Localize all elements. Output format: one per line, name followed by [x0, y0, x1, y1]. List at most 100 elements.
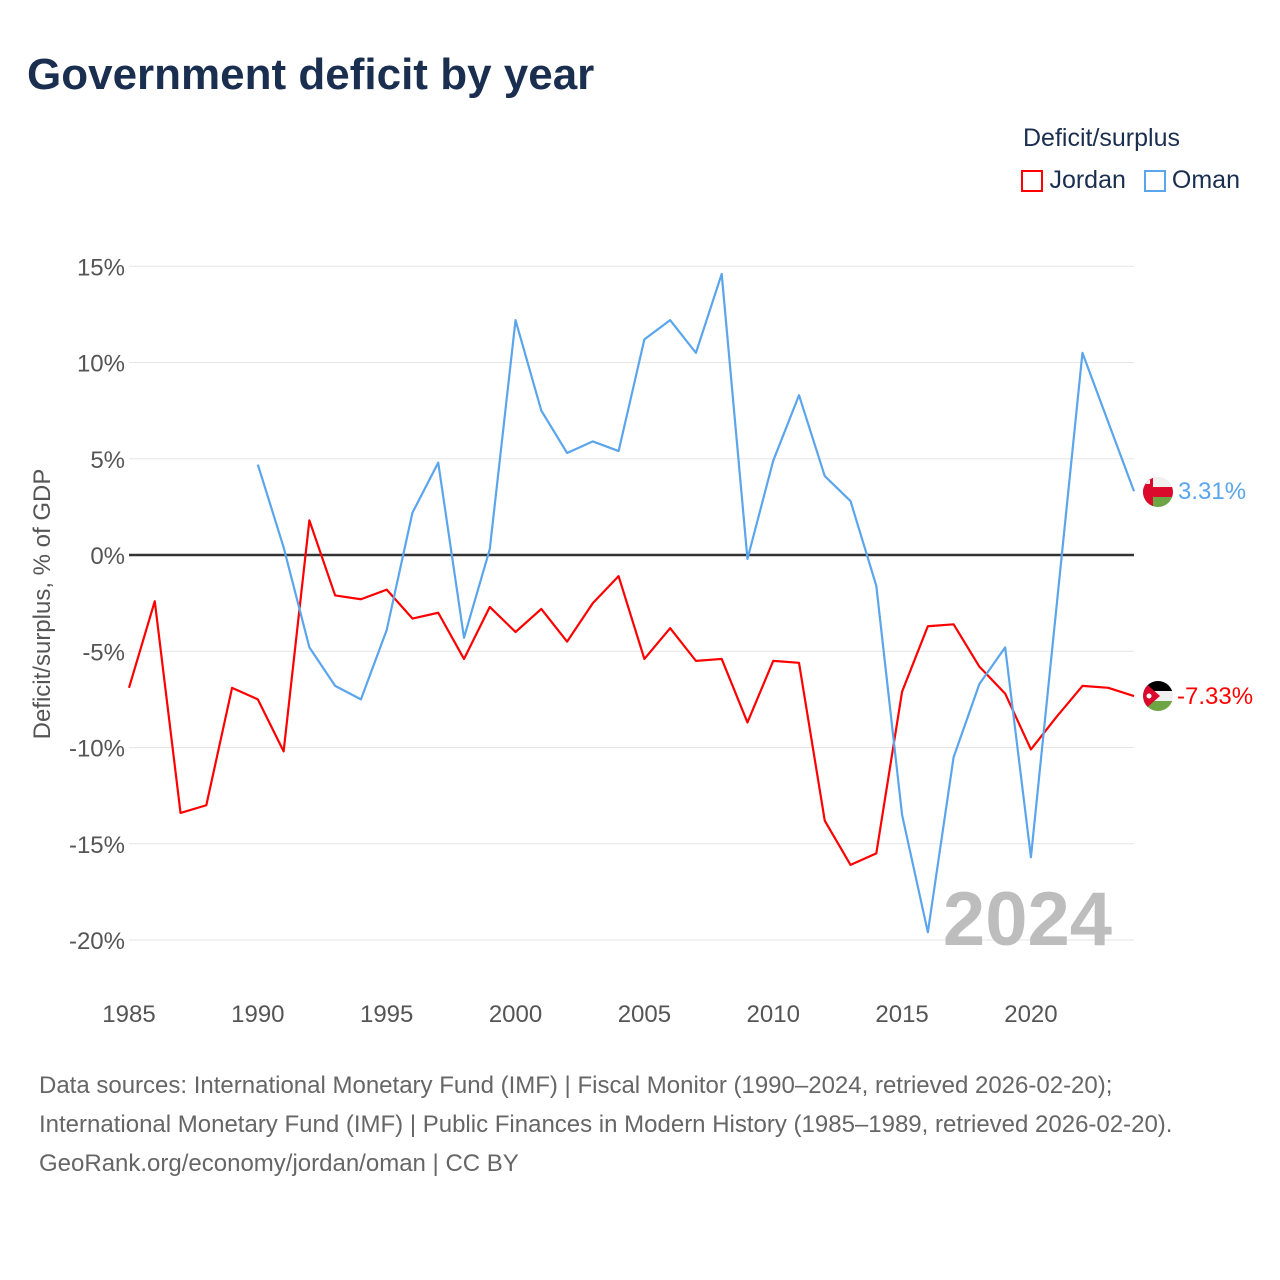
y-tick-label: -5% [82, 639, 125, 666]
data-point-oman [590, 438, 596, 444]
data-point-oman [358, 696, 364, 702]
data-point-oman [513, 317, 519, 323]
credit-link[interactable]: GeoRank.org/economy/jordan/oman | CC BY [39, 1150, 519, 1177]
y-tick-label: 5% [90, 447, 125, 474]
x-tick-label: 2015 [875, 1001, 928, 1028]
x-tick-label: 2005 [618, 1001, 671, 1028]
data-point-oman [564, 450, 570, 456]
data-point-jordan [744, 719, 750, 725]
data-point-jordan [229, 685, 235, 691]
y-tick-label: -10% [69, 736, 125, 763]
data-point-oman [693, 350, 699, 356]
data-point-oman [255, 462, 261, 468]
data-point-jordan [435, 610, 441, 616]
data-point-oman [281, 544, 287, 550]
legend-item-jordan[interactable]: Jordan [1021, 166, 1126, 195]
data-point-jordan [358, 596, 364, 602]
data-point-oman [1079, 350, 1085, 356]
data-point-jordan [770, 658, 776, 664]
x-tick-label: 2020 [1004, 1001, 1057, 1028]
data-point-oman [306, 644, 312, 650]
data-point-jordan [178, 810, 184, 816]
data-point-jordan [564, 639, 570, 645]
data-point-jordan [976, 664, 982, 670]
data-point-jordan [409, 616, 415, 622]
data-point-oman [667, 317, 673, 323]
data-point-jordan [126, 685, 132, 691]
data-point-oman [616, 448, 622, 454]
y-tick-label: 10% [77, 351, 125, 378]
data-point-oman [487, 546, 493, 552]
data-point-jordan [332, 592, 338, 598]
data-point-jordan [925, 623, 931, 629]
data-point-jordan [693, 658, 699, 664]
data-point-oman [899, 812, 905, 818]
data-point-jordan [513, 629, 519, 635]
data-point-oman [1105, 419, 1111, 425]
data-point-jordan [203, 802, 209, 808]
year-watermark: 2024 [943, 877, 1112, 962]
data-point-oman [873, 583, 879, 589]
data-point-oman [1054, 602, 1060, 608]
x-tick-label: 1985 [102, 1001, 155, 1028]
data-point-oman [925, 929, 931, 935]
jordan-end-label: -7.33% [1177, 683, 1253, 710]
data-point-jordan [951, 621, 957, 627]
y-axis-label: Deficit/surplus, % of GDP [29, 469, 56, 740]
legend-swatch-jordan [1021, 169, 1044, 192]
data-point-jordan [616, 573, 622, 579]
data-point-jordan [641, 656, 647, 662]
oman-flag-icon [1143, 477, 1173, 507]
data-point-jordan [590, 600, 596, 606]
data-point-jordan [1002, 691, 1008, 697]
data-point-oman [822, 473, 828, 479]
data-point-jordan [384, 587, 390, 593]
data-point-jordan [1054, 714, 1060, 720]
series-line-oman[interactable] [256, 272, 1136, 934]
data-point-oman [744, 556, 750, 562]
data-point-jordan [873, 850, 879, 856]
data-point-oman [641, 336, 647, 342]
data-point-jordan [1105, 685, 1111, 691]
data-point-oman [435, 460, 441, 466]
data-point-oman [976, 681, 982, 687]
x-tick-label: 2000 [489, 1001, 542, 1028]
data-point-jordan [538, 606, 544, 612]
data-point-jordan [461, 656, 467, 662]
data-point-jordan [899, 689, 905, 695]
data-point-oman [796, 392, 802, 398]
data-point-jordan [796, 660, 802, 666]
data-point-oman [461, 635, 467, 641]
data-point-oman [409, 510, 415, 516]
legend-label-jordan: Jordan [1049, 166, 1126, 194]
legend-label-oman: Oman [1171, 166, 1240, 194]
series-line-jordan[interactable] [127, 519, 1135, 867]
x-tick-label: 1995 [360, 1001, 413, 1028]
data-point-oman [538, 408, 544, 414]
data-point-jordan [281, 748, 287, 754]
data-point-oman [951, 754, 957, 760]
data-point-oman [1002, 644, 1008, 650]
data-point-jordan [1131, 693, 1137, 699]
data-point-oman [384, 627, 390, 633]
data-point-oman [770, 458, 776, 464]
legend-item-oman[interactable]: Oman [1143, 166, 1240, 195]
jordan-flag-icon [1143, 681, 1173, 711]
data-point-oman [848, 498, 854, 504]
y-tick-label: 15% [77, 254, 125, 281]
data-point-jordan [306, 517, 312, 523]
oman-end-label: 3.31% [1178, 478, 1246, 505]
data-point-jordan [255, 696, 261, 702]
data-sources: Data sources: International Monetary Fun… [39, 1072, 1173, 1138]
data-point-jordan [848, 862, 854, 868]
x-tick-label: 2010 [747, 1001, 800, 1028]
data-point-oman [1028, 854, 1034, 860]
data-point-oman [1131, 488, 1137, 494]
data-point-oman [719, 271, 725, 277]
legend: Jordan Oman [1021, 166, 1240, 195]
x-tick-label: 1990 [231, 1001, 284, 1028]
y-tick-label: -20% [69, 928, 125, 955]
legend-title: Deficit/surplus [1023, 124, 1180, 152]
